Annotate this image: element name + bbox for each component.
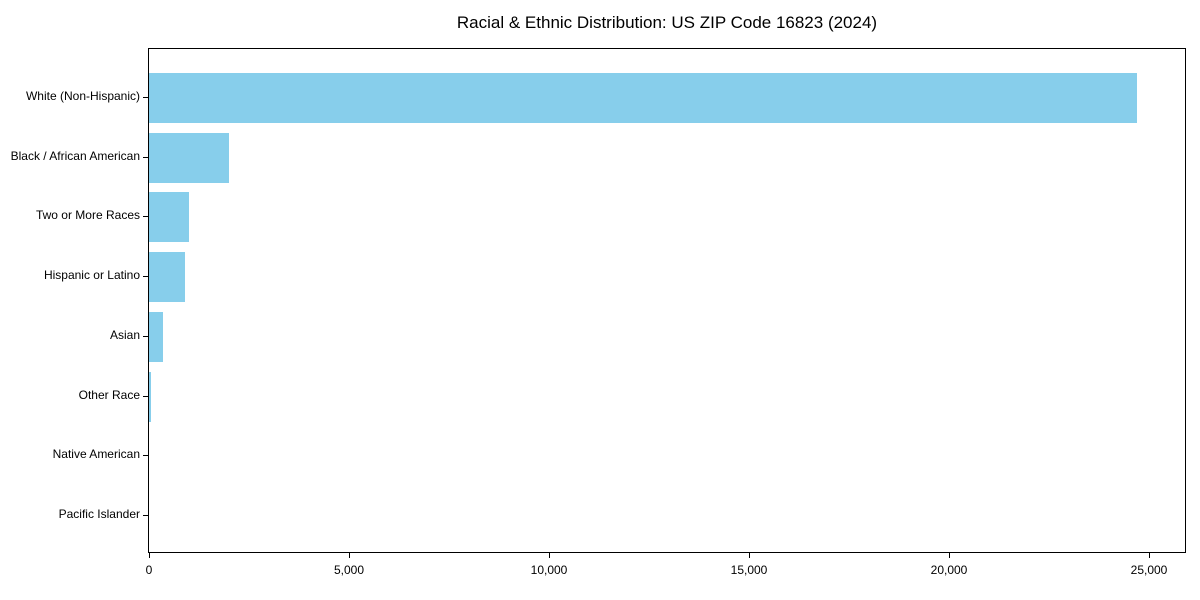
x-tick-mark [949, 553, 950, 558]
y-axis-label-white-non-hispanic: White (Non-Hispanic) [25, 89, 140, 103]
bar-asian [149, 311, 163, 362]
y-axis-label-hispanic-or-latino: Hispanic or Latino [43, 268, 140, 283]
y-tick-mark [143, 156, 148, 158]
y-tick-mark [143, 335, 148, 337]
y-tick-mark [143, 514, 148, 516]
x-tick-mark [549, 553, 550, 558]
y-axis-label-black-african-american: Black / African American [10, 148, 140, 163]
y-tick-mark [143, 395, 148, 397]
y-axis-label-native-american: Native American [52, 447, 140, 462]
x-tick-label: 5,000 [333, 563, 365, 577]
x-tick-label: 10,000 [530, 563, 568, 577]
y-tick-mark [143, 97, 148, 98]
bar-black-african-american [149, 132, 229, 183]
y-tick-mark [143, 216, 148, 218]
y-axis-label-other-race: Other Race [78, 387, 140, 402]
y-axis-label-pacific-islander: Pacific Islander [58, 506, 140, 521]
plot-area [148, 48, 1186, 553]
y-tick-mark [143, 276, 148, 278]
bar-hispanic-or-latino [149, 252, 185, 303]
y-axis-label-asian: Asian [109, 327, 140, 342]
y-axis-label-two-or-more-races: Two or More Races [35, 208, 140, 223]
x-tick-mark [349, 553, 350, 558]
x-tick-label: 15,000 [730, 563, 768, 577]
x-tick-label: 0 [145, 563, 153, 577]
chart-title: Racial & Ethnic Distribution: US ZIP Cod… [456, 13, 878, 32]
bar-two-or-more-races [149, 192, 189, 243]
x-tick-label: 20,000 [930, 563, 968, 577]
x-tick-mark [149, 553, 150, 558]
x-tick-mark [1149, 553, 1150, 558]
bar-other-race [149, 371, 151, 422]
y-tick-mark [143, 455, 148, 457]
bar-white-non-hispanic [149, 73, 1137, 123]
x-tick-label: 25,000 [1130, 563, 1168, 577]
x-tick-mark [749, 553, 750, 558]
